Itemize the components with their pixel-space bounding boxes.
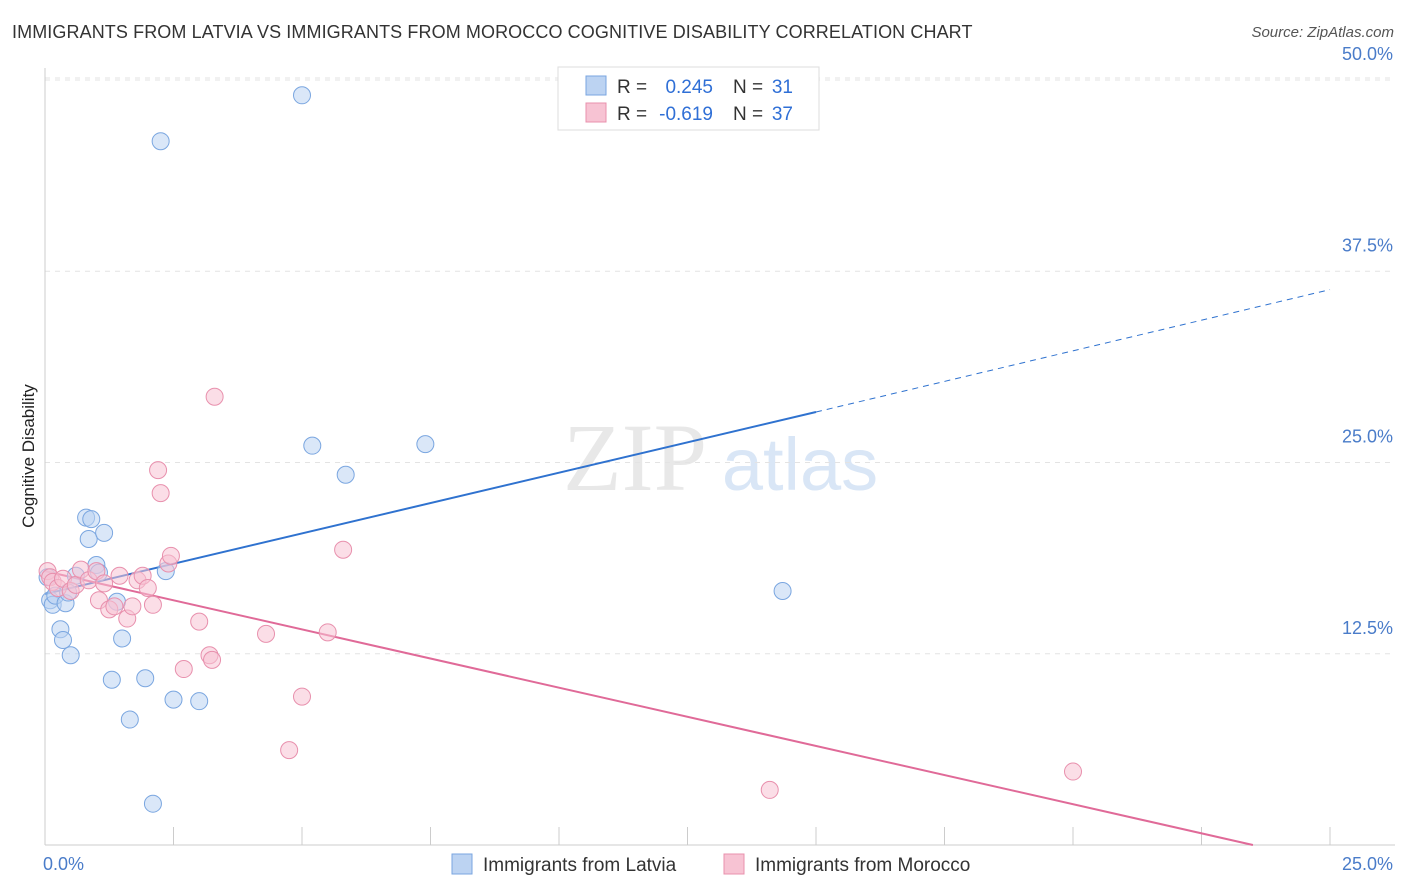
legend-morocco-label: Immigrants from Morocco xyxy=(755,855,970,876)
latvia-point-11 xyxy=(82,510,101,529)
morocco-point-22 xyxy=(151,484,170,503)
morocco-point-13 xyxy=(105,597,124,616)
latvia-point-4 xyxy=(53,630,72,649)
latvia-point-14 xyxy=(95,523,114,542)
watermark: ZIP atlas xyxy=(563,404,878,511)
morocco-point-29 xyxy=(205,387,224,406)
watermark-atlas: atlas xyxy=(722,423,878,506)
latvia-point-18 xyxy=(120,710,139,729)
morocco-point-11 xyxy=(95,574,114,593)
y-tick-labels: 12.5% 25.0% 37.5% 50.0% xyxy=(1342,44,1393,638)
latvia-point-29 xyxy=(773,582,792,601)
latvia-swatch xyxy=(585,75,607,96)
latvia-point-25 xyxy=(293,86,311,105)
legend-latvia-label: Immigrants from Latvia xyxy=(483,855,677,876)
latvia-point-19 xyxy=(136,669,155,688)
morocco-point-30 xyxy=(257,624,276,643)
morocco-point-34 xyxy=(334,540,353,559)
latvia-point-7 xyxy=(61,646,80,665)
grid-lines xyxy=(45,77,1395,655)
y-tick-label-3: 50.0% xyxy=(1342,44,1393,64)
axes xyxy=(44,68,1395,846)
latvia-r-label: R = xyxy=(617,77,647,98)
latvia-point-23 xyxy=(164,690,183,709)
morocco-point-16 xyxy=(123,597,142,616)
morocco-n-value: 37 xyxy=(772,104,793,125)
chart-title: IMMIGRANTS FROM LATVIA VS IMMIGRANTS FRO… xyxy=(12,22,973,42)
stats-legend: R = 0.245 N = 31 R = -0.619 N = 37 xyxy=(557,66,820,131)
latvia-n-label: N = xyxy=(733,77,763,98)
morocco-r-label: R = xyxy=(617,104,647,125)
latvia-point-21 xyxy=(151,132,170,151)
latvia-r-value: 0.245 xyxy=(665,77,713,98)
latvia-n-value: 31 xyxy=(772,77,793,98)
watermark-zip: ZIP xyxy=(563,404,707,511)
y-tick-label-1: 25.0% xyxy=(1342,427,1393,447)
x-tick-labels: 0.0% 25.0% xyxy=(43,854,1393,874)
legend-latvia-swatch xyxy=(451,853,473,875)
y-tick-label-0: 12.5% xyxy=(1342,618,1393,638)
latvia-point-17 xyxy=(113,629,132,648)
morocco-n-label: N = xyxy=(733,104,763,125)
data-points xyxy=(38,86,1082,813)
morocco-point-19 xyxy=(138,578,157,597)
trend-lines xyxy=(44,289,1331,846)
legend-morocco-swatch xyxy=(723,853,745,875)
latvia-point-20 xyxy=(143,794,162,813)
morocco-point-31 xyxy=(280,741,299,760)
series-legend: Immigrants from Latvia Immigrants from M… xyxy=(451,853,970,876)
y-axis-title: Cognitive Disability xyxy=(19,384,38,528)
morocco-swatch xyxy=(585,102,607,123)
morocco-point-32 xyxy=(293,687,311,706)
morocco-point-25 xyxy=(174,660,193,679)
latvia-point-24 xyxy=(190,692,209,711)
morocco-point-20 xyxy=(143,595,162,614)
latvia-point-27 xyxy=(336,465,355,484)
morocco-point-33 xyxy=(318,623,337,642)
morocco-point-26 xyxy=(190,612,209,631)
morocco-point-35 xyxy=(760,780,779,799)
latvia-point-10 xyxy=(79,530,98,548)
latvia-point-26 xyxy=(303,436,322,455)
y-tick-label-2: 37.5% xyxy=(1342,235,1393,255)
latvia-trend-extension xyxy=(815,289,1331,413)
x-tick-label-0: 0.0% xyxy=(43,854,84,874)
morocco-r-value: -0.619 xyxy=(659,104,713,125)
morocco-point-14 xyxy=(110,566,129,585)
morocco-point-28 xyxy=(203,650,222,669)
latvia-point-15 xyxy=(102,670,121,689)
morocco-point-36 xyxy=(1064,762,1082,781)
morocco-trend-line xyxy=(44,570,1254,846)
latvia-point-28 xyxy=(416,435,435,454)
morocco-point-24 xyxy=(161,546,180,565)
chart-source: Source: ZipAtlas.com xyxy=(1251,24,1394,41)
morocco-point-21 xyxy=(149,461,168,480)
x-tick-label-1: 25.0% xyxy=(1342,854,1393,874)
